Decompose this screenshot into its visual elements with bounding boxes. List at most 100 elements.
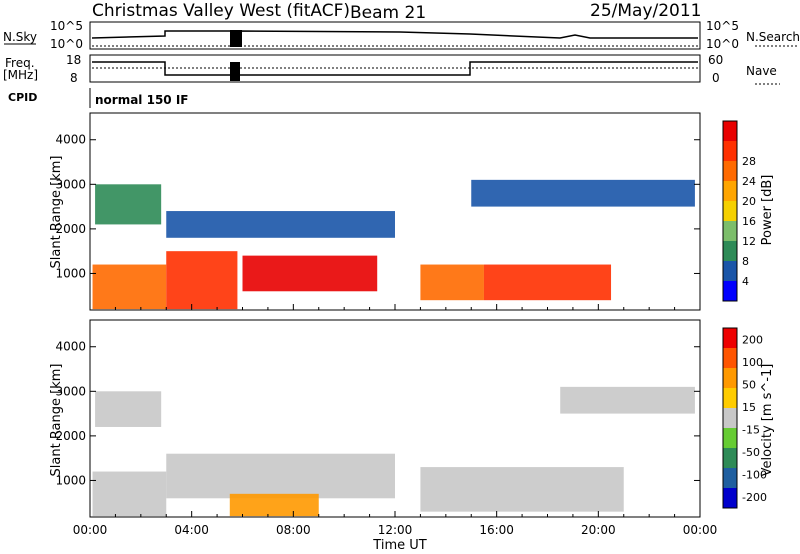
freq-tick-top: 18: [66, 53, 81, 67]
velocity-colorbar-tick: -200: [742, 491, 767, 504]
power-echo-region: [471, 179, 695, 207]
velocity-colorbar-swatch: [723, 368, 737, 388]
velocity-colorbar-swatch: [723, 428, 737, 448]
velocity-colorbar-swatch: [723, 468, 737, 488]
velocity-colorbar-tick: -15: [742, 423, 760, 436]
power-y-axis-label: Slant Range [km]: [49, 156, 64, 269]
freq-trace: [92, 61, 698, 76]
velocity-heatmap-cells: [92, 386, 695, 517]
velocity-echo-region: [95, 391, 162, 427]
velocity-echo-region: [92, 471, 167, 517]
velocity-colorbar-frame: [722, 327, 738, 509]
date-label: 25/May/2011: [590, 1, 702, 21]
time-x-ticks: 00:00 04:00 08:00 12:00 16:00 20:00 00:00: [73, 304, 718, 537]
nsky-tick-top: 10^5: [50, 19, 83, 33]
freq-gap-mark: [230, 62, 240, 81]
freq-unit: [MHz]: [3, 68, 38, 82]
x-tick-label: 12:00: [378, 523, 413, 537]
power-echo-region: [92, 264, 167, 310]
velocity-colorbar-swatch: [723, 388, 737, 408]
power-echo-region: [166, 251, 238, 310]
power-y-tick-label: 4000: [55, 133, 86, 147]
power-colorbar-tick: 24: [742, 175, 756, 188]
power-y-tick-label: 3000: [55, 177, 86, 191]
velocity-colorbar-swatch: [723, 348, 737, 368]
velocity-colorbar-tick: 50: [742, 378, 756, 391]
freq-strip: [89, 54, 701, 83]
velocity-colorbar-label: Velocity [m s^-1]: [760, 364, 775, 477]
power-colorbar-swatch: [723, 281, 737, 301]
velocity-colorbar-tick: 15: [742, 401, 756, 414]
power-colorbar-frame: [722, 120, 738, 302]
velocity-echo-region: [560, 386, 695, 414]
nsky-trace: [91, 30, 698, 39]
power-colorbar-tick: 28: [742, 155, 756, 168]
power-colorbar-swatch: [723, 261, 737, 281]
nsearch-label: N.Search: [746, 30, 800, 44]
velocity-y-ticks: 1000 2000 3000 4000: [55, 340, 700, 487]
velocity-colorbar-swatch: [723, 448, 737, 468]
freq-label: Freq.: [5, 56, 35, 70]
nsky-strip: [89, 21, 701, 50]
power-echo-region: [166, 211, 395, 238]
x-tick-label: 04:00: [174, 523, 209, 537]
velocity-colorbar-tick: -50: [742, 446, 760, 459]
power-colorbar-tick: 20: [742, 195, 756, 208]
power-colorbar-swatch: [723, 161, 737, 181]
velocity-colorbar-tick: 200: [742, 333, 763, 346]
velocity-y-axis-label: Slant Range [km]: [49, 364, 64, 477]
x-axis-label: Time UT: [372, 538, 426, 553]
velocity-colorbar: 200 100 50 15 -15 -50 -100 -200: [722, 327, 767, 509]
power-colorbar: 4 8 12 16 20 24 28: [722, 120, 756, 302]
nave-label: Nave: [746, 64, 777, 78]
velocity-colorbar-swatch: [723, 408, 737, 428]
x-tick-label: 00:00: [73, 523, 108, 537]
power-colorbar-swatch: [723, 141, 737, 161]
velocity-colorbar-tick: 100: [742, 356, 763, 369]
power-colorbar-tick: 4: [742, 275, 749, 288]
power-echo-region: [420, 264, 484, 301]
velocity-y-tick-label: 4000: [55, 340, 86, 354]
power-panel: 1000 2000 3000 4000 Slant Range [km] 4 8 12 16…: [49, 112, 775, 311]
nsearch-tick-bottom: 10^0: [706, 37, 739, 51]
velocity-colorbar-swatch: [723, 328, 737, 348]
nsky-tick-bottom: 10^0: [50, 37, 83, 51]
velocity-echo-region: [229, 493, 319, 517]
power-colorbar-tick: 16: [742, 215, 756, 228]
x-tick-label: 16:00: [479, 523, 514, 537]
power-colorbar-swatch: [723, 241, 737, 261]
power-echo-region: [242, 255, 378, 292]
beam-label: Beam 21: [350, 3, 426, 23]
x-tick-label: 08:00: [276, 523, 311, 537]
power-colorbar-swatch: [723, 181, 737, 201]
x-tick-label: 20:00: [581, 523, 616, 537]
x-tick-label: 00:00: [683, 523, 718, 537]
freq-tick-bottom: 8: [70, 71, 78, 85]
power-colorbar-tick: 8: [742, 255, 749, 268]
velocity-y-tick-label: 3000: [55, 384, 86, 398]
power-colorbar-swatch: [723, 121, 737, 141]
power-colorbar-tick: 12: [742, 235, 756, 248]
velocity-y-tick-label: 1000: [55, 473, 86, 487]
nave-tick-bottom: 0: [712, 71, 720, 85]
power-y-ticks: 1000 2000 3000 4000: [55, 133, 700, 280]
power-colorbar-label: Power [dB]: [760, 175, 775, 246]
power-colorbar-swatch: [723, 201, 737, 221]
site-title: Christmas Valley West (fitACF): [92, 1, 350, 21]
nave-tick-top: 60: [708, 53, 723, 67]
velocity-colorbar-swatch: [723, 488, 737, 508]
cpid-label: CPID: [8, 91, 37, 104]
velocity-echo-region: [166, 453, 395, 499]
nsky-label: N.Sky: [3, 30, 37, 44]
power-echo-region: [95, 184, 162, 225]
nsearch-tick-top: 10^5: [706, 19, 739, 33]
velocity-echo-region: [420, 467, 624, 512]
nsky-gap-mark: [230, 30, 242, 47]
power-heatmap-cells: [92, 179, 695, 310]
velocity-y-tick-label: 2000: [55, 429, 86, 443]
power-y-tick-label: 1000: [55, 266, 86, 280]
velocity-colorbar-tick: -100: [742, 468, 767, 481]
velocity-panel: 1000 2000 3000 4000 Slant Range [km] 200 100…: [49, 319, 775, 518]
power-echo-region: [483, 264, 612, 301]
